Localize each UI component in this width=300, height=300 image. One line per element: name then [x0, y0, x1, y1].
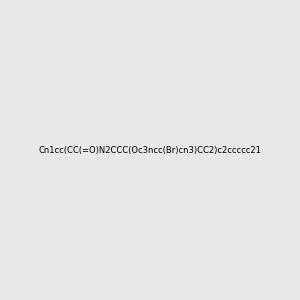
Text: Cn1cc(CC(=O)N2CCC(Oc3ncc(Br)cn3)CC2)c2ccccc21: Cn1cc(CC(=O)N2CCC(Oc3ncc(Br)cn3)CC2)c2cc…: [39, 146, 261, 154]
